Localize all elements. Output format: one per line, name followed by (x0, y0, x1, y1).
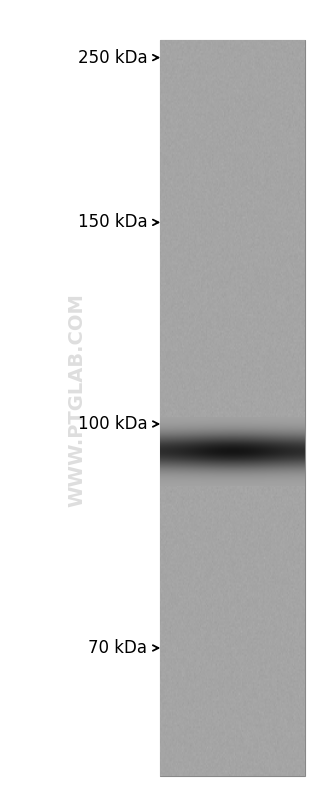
Text: WWW.PTGLAB.COM: WWW.PTGLAB.COM (67, 293, 86, 507)
Text: 70 kDa: 70 kDa (88, 639, 147, 657)
Text: 150 kDa: 150 kDa (77, 214, 147, 231)
Text: 100 kDa: 100 kDa (77, 415, 147, 433)
Bar (160, 40, 305, 776)
Text: 250 kDa: 250 kDa (77, 49, 147, 66)
